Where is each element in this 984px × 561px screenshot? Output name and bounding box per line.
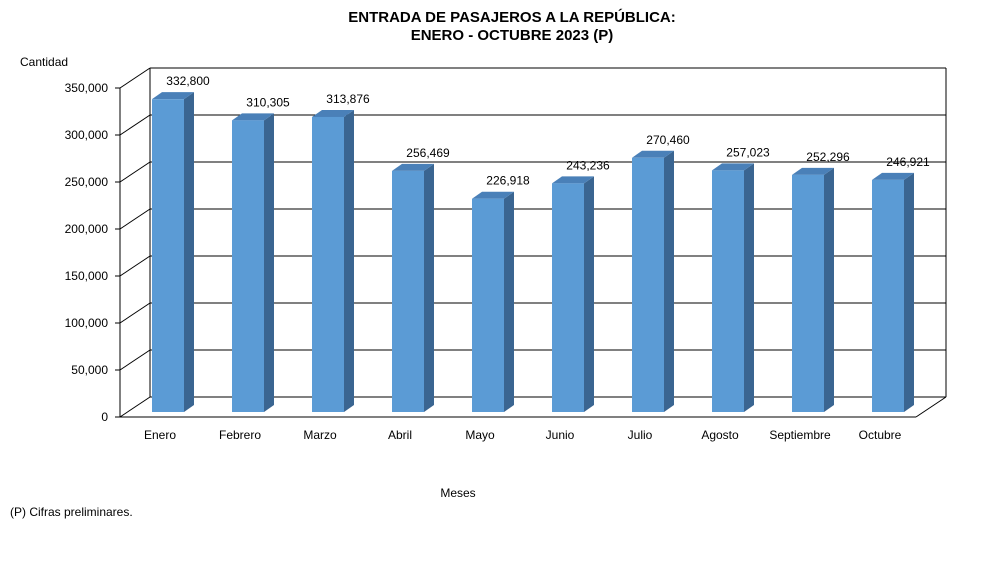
gridline-diagonal (119, 349, 151, 371)
gridline-diagonal (119, 114, 151, 136)
bar-top (312, 109, 354, 117)
bar-top (152, 92, 194, 100)
data-label: 252,296 (806, 150, 850, 164)
data-label: 226,918 (486, 174, 530, 188)
data-label: 270,460 (646, 133, 690, 147)
x-tick-label: Junio (546, 428, 575, 442)
bar (712, 170, 744, 412)
bar (472, 198, 504, 412)
x-tick-label: Febrero (219, 428, 261, 442)
bar-side (904, 172, 914, 412)
y-tick-label: 150,000 (65, 269, 109, 283)
bar-side (744, 163, 754, 412)
x-tick-label: Octubre (859, 428, 902, 442)
gridline-diagonal (119, 255, 151, 277)
bar (152, 99, 184, 412)
gridline-diagonal (119, 208, 151, 230)
data-label: 313,876 (326, 92, 370, 106)
bar-side (344, 109, 354, 413)
bar (872, 179, 904, 412)
x-tick-label: Enero (144, 428, 176, 442)
bar-side (264, 113, 274, 413)
data-label: 256,469 (406, 146, 450, 160)
footnote: (P) Cifras preliminares. (10, 505, 133, 519)
x-axis-label: Meses (440, 486, 475, 500)
data-label: 310,305 (246, 95, 290, 109)
data-label: 246,921 (886, 155, 930, 169)
bar-top (232, 113, 274, 121)
x-tick-label: Agosto (701, 428, 739, 442)
y-axis-label: Cantidad (20, 55, 68, 69)
x-tick-label: Julio (628, 428, 653, 442)
bar-top (392, 163, 434, 171)
bar-top (632, 150, 674, 158)
floor-right-edge (915, 396, 947, 418)
bar-side (824, 167, 834, 412)
y-tick-label: 300,000 (65, 128, 109, 142)
y-tick-label: 200,000 (65, 222, 109, 236)
x-tick-label: Septiembre (769, 428, 831, 442)
bar (312, 116, 344, 413)
bar-top (872, 172, 914, 180)
y-tick-label: 100,000 (65, 316, 109, 330)
bar-side (664, 150, 674, 413)
bar (232, 120, 264, 413)
bar-top (712, 163, 754, 171)
y-tick-label: 0 (101, 410, 108, 424)
bar-side (504, 191, 514, 412)
y-tick-label: 250,000 (65, 175, 109, 189)
bar-side (424, 163, 434, 412)
bar (792, 174, 824, 412)
chart-title-line1: ENTRADA DE PASAJEROS A LA REPÚBLICA: (348, 8, 676, 26)
bar-top (472, 191, 514, 199)
gridline-diagonal (119, 161, 151, 183)
x-tick-label: Mayo (465, 428, 495, 442)
bar-side (584, 176, 594, 412)
bar (392, 170, 424, 412)
data-label: 257,023 (726, 145, 770, 159)
gridline-diagonal (119, 67, 151, 89)
chart-title-line2: ENERO - OCTUBRE 2023 (P) (411, 27, 614, 44)
bar (632, 157, 664, 412)
bar-top (552, 176, 594, 184)
x-tick-label: Abril (388, 428, 412, 442)
bar-top (792, 167, 834, 175)
gridline-diagonal (119, 396, 151, 418)
y-tick-label: 350,000 (65, 81, 109, 95)
data-label: 243,236 (566, 158, 610, 172)
x-tick-label: Marzo (303, 428, 337, 442)
bar (552, 183, 584, 412)
data-label: 332,800 (166, 74, 210, 88)
y-tick-label: 50,000 (71, 363, 108, 377)
bar-side (184, 92, 194, 412)
gridline-diagonal (119, 302, 151, 324)
